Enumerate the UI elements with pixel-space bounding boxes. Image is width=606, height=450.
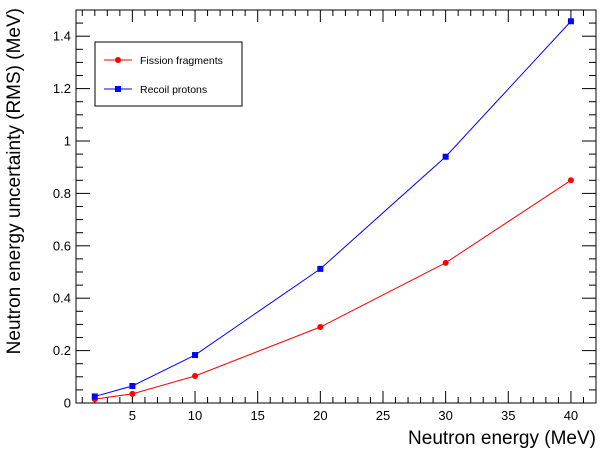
data-point bbox=[442, 259, 449, 266]
series-line bbox=[94, 20, 572, 397]
legend-label: Fission fragments bbox=[140, 55, 223, 67]
x-tick-label: 25 bbox=[376, 408, 390, 423]
data-point bbox=[567, 177, 574, 184]
series-0 bbox=[91, 177, 574, 403]
y-tick-label: 0.8 bbox=[53, 186, 71, 201]
data-point bbox=[442, 153, 449, 160]
series-1 bbox=[91, 18, 574, 400]
data-point bbox=[317, 265, 324, 272]
y-tick-label: 0.4 bbox=[53, 291, 71, 306]
data-point bbox=[192, 373, 199, 380]
legend: Fission fragments Recoil protons bbox=[94, 41, 243, 107]
x-tick-label: 15 bbox=[250, 408, 264, 423]
y-tick-label: 1.4 bbox=[53, 29, 71, 44]
y-axis-title: Neutron energy uncertainty (RMS) (MeV) bbox=[4, 8, 25, 354]
x-axis-title: Neutron energy (MeV) bbox=[408, 428, 596, 449]
data-point bbox=[129, 382, 136, 389]
x-tick-label: 30 bbox=[438, 408, 452, 423]
x-tick-label: 5 bbox=[129, 408, 136, 423]
data-point bbox=[129, 390, 136, 397]
y-tick-label: 1 bbox=[64, 134, 71, 149]
data-point bbox=[317, 324, 324, 331]
y-tick-label: 1.2 bbox=[53, 81, 71, 96]
series-line bbox=[94, 179, 572, 400]
legend-marker bbox=[115, 86, 121, 92]
y-tick-label: 0.2 bbox=[53, 343, 71, 358]
data-point bbox=[91, 393, 98, 400]
legend-label: Recoil protons bbox=[140, 84, 207, 96]
x-tick-label: 40 bbox=[564, 408, 578, 423]
legend-box bbox=[94, 41, 243, 107]
series-layer bbox=[91, 18, 574, 403]
data-point bbox=[192, 352, 199, 359]
axes: 5 10 15 20 25 30 35 40 0 0.2 0.4 0.6 0.8 1 1.2 1.4 bbox=[53, 9, 597, 423]
y-tick-label: 0 bbox=[64, 396, 71, 411]
legend-marker bbox=[115, 57, 121, 63]
x-tick-label: 20 bbox=[313, 408, 327, 423]
data-point bbox=[567, 18, 574, 25]
x-tick-label: 10 bbox=[188, 408, 202, 423]
y-tick-label: 0.6 bbox=[53, 238, 71, 253]
x-tick-label: 35 bbox=[501, 408, 515, 423]
